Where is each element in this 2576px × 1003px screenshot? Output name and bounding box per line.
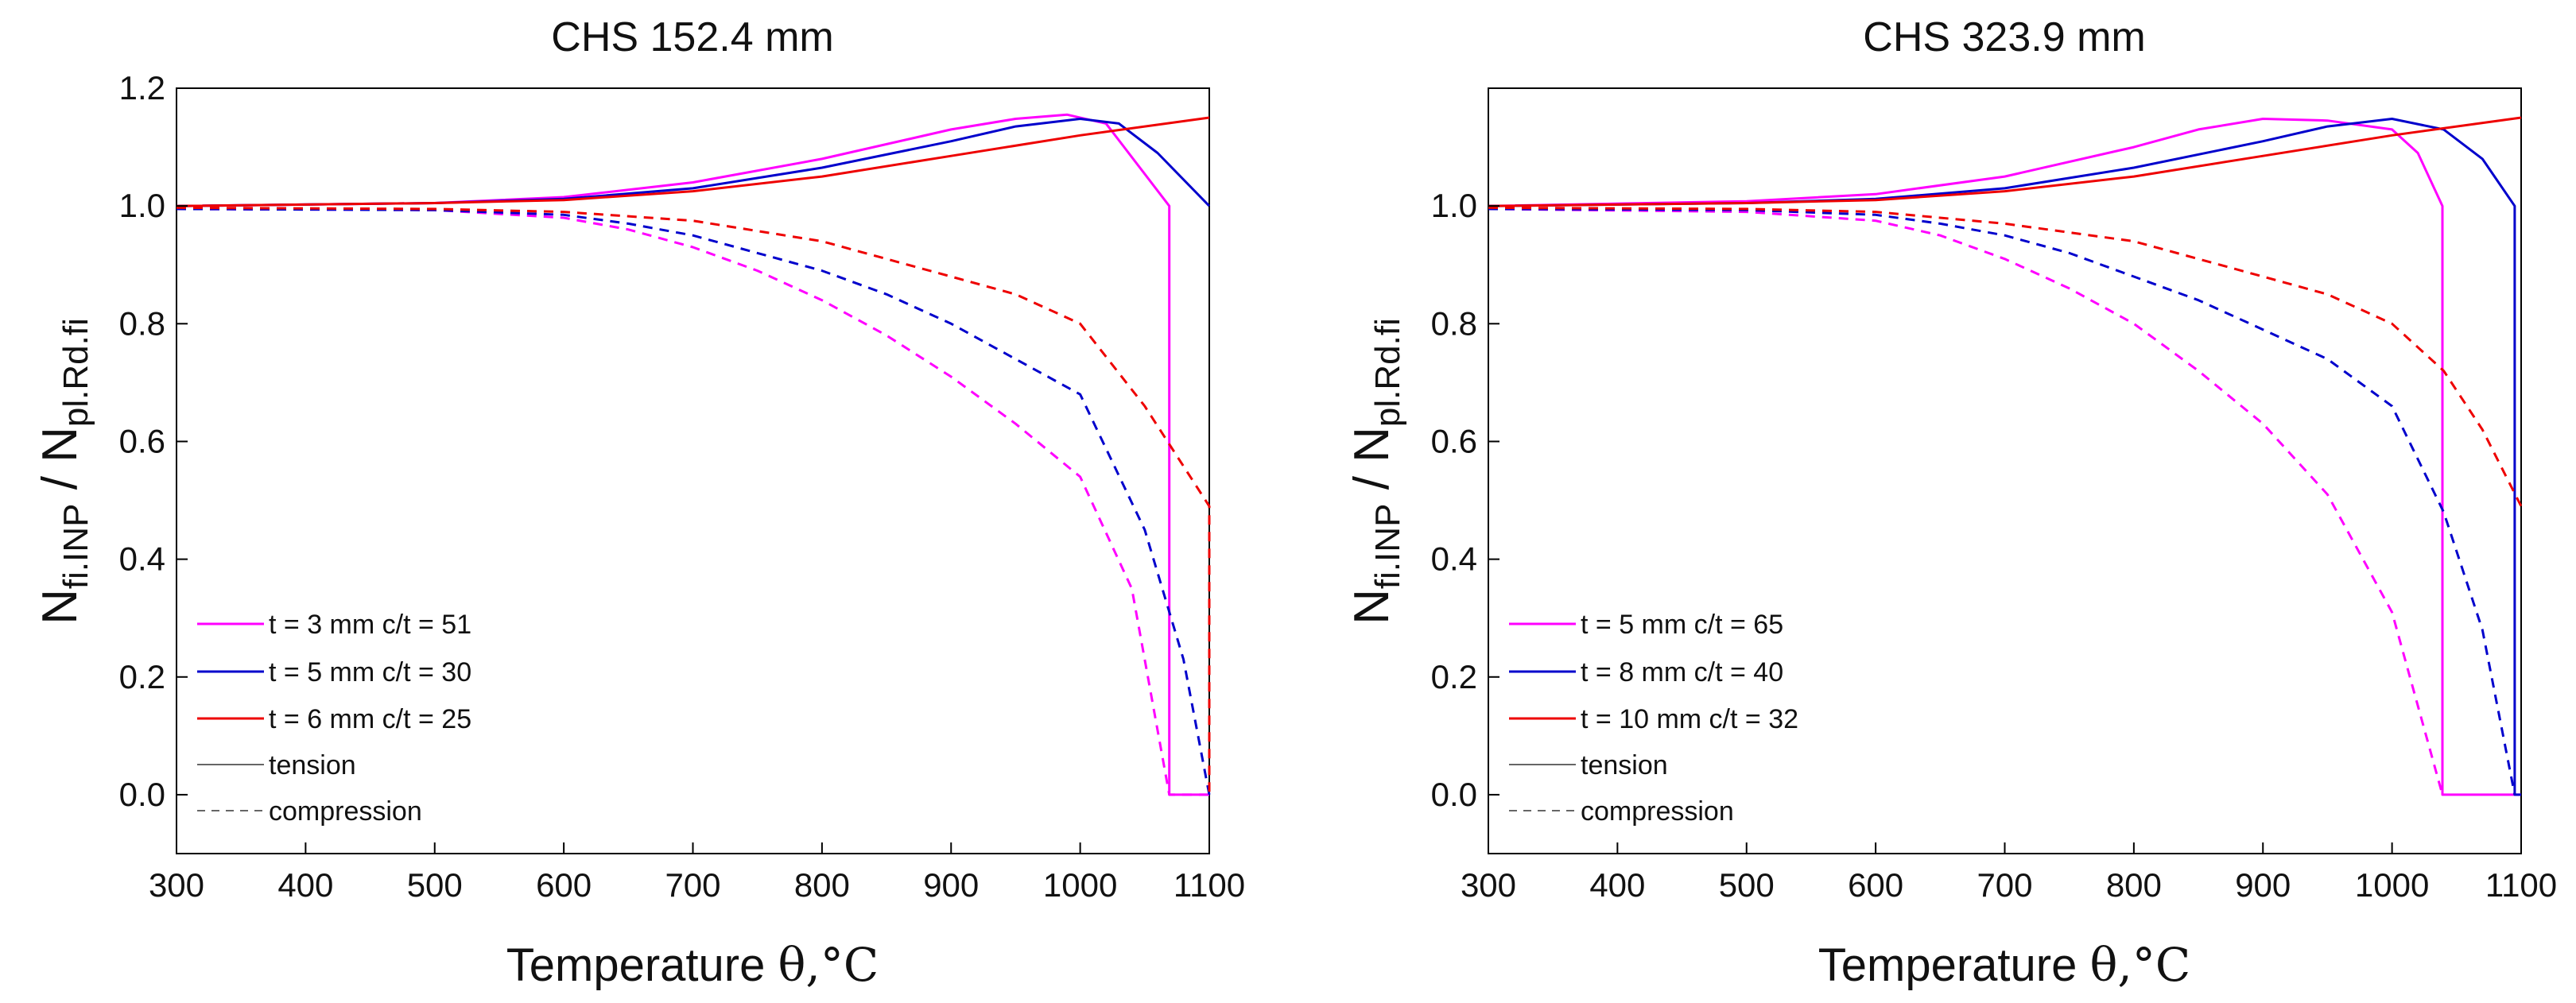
- x-tick-label: 1100: [1174, 866, 1245, 904]
- y-tick-label: 1.2: [119, 69, 165, 106]
- legend-entry-1: t = 5 mm c/t = 65: [1581, 610, 1783, 640]
- x-tick-label: 700: [1977, 866, 2032, 904]
- legend-entry-3: t = 6 mm c/t = 25: [269, 704, 471, 734]
- y-tick-label: 0.8: [1431, 304, 1477, 342]
- x-tick-label: 1000: [2355, 866, 2429, 904]
- chart-left-series: [176, 113, 1211, 796]
- y-tick-label: 1.0: [119, 187, 165, 224]
- chart-right-y-axis-label: Nfi.INP / Npl.Rd.fi: [1344, 318, 1407, 625]
- chart-right: CHS 323.9 mm 300 400 500 600 700 800 900 1000 11…: [1344, 14, 2557, 992]
- y-tick-label: 0.2: [1431, 658, 1477, 695]
- x-tick-label: 300: [1461, 866, 1516, 904]
- chart-left-legend: t = 3 mm c/t = 51 t = 5 mm c/t = 30 t = …: [197, 610, 471, 827]
- x-tick-label: 600: [1848, 866, 1903, 904]
- x-tick-label: 400: [277, 866, 333, 904]
- x-tick-label: 400: [1589, 866, 1645, 904]
- legend-entry-compression: compression: [1581, 796, 1734, 827]
- x-tick-label: 800: [794, 866, 850, 904]
- x-tick-label: 300: [149, 866, 204, 904]
- series-tension-blue: [176, 118, 1211, 207]
- chart-right-ticks: 300 400 500 600 700 800 900 1000 1100 0.0 0.2 0.4 0.…: [1431, 187, 2558, 904]
- chart-left-x-axis-label: Temperature θ,°C: [506, 938, 879, 992]
- x-tick-label: 1100: [2485, 866, 2557, 904]
- x-tick-label: 500: [1719, 866, 1775, 904]
- series-compression-blue: [1488, 207, 2516, 796]
- series-compression-magenta: [176, 207, 1209, 796]
- chart-left-ticks: 300 400 500 600 700 800 900 1000 1100 0.0 0.2 0.4 0.…: [119, 69, 1246, 904]
- y-tick-label: 0.4: [119, 540, 165, 578]
- legend-entry-tension: tension: [269, 750, 356, 780]
- y-tick-label: 1.0: [1431, 187, 1477, 224]
- y-tick-label: 0.0: [1431, 776, 1477, 813]
- series-tension-red: [176, 116, 1210, 207]
- x-tick-label: 1000: [1043, 866, 1117, 904]
- chart-right-series: [1488, 116, 2523, 796]
- series-compression-red: [176, 206, 1211, 795]
- chart-left-y-axis-label: Nfi.INP / Npl.Rd.fi: [33, 318, 95, 625]
- legend-entry-3: t = 10 mm c/t = 32: [1581, 704, 1798, 734]
- legend-entry-tension: tension: [1581, 750, 1668, 780]
- legend-entry-compression: compression: [269, 796, 422, 827]
- legend-entry-2: t = 8 mm c/t = 40: [1581, 657, 1783, 687]
- legend-entry-1: t = 3 mm c/t = 51: [269, 610, 471, 640]
- series-compression-blue: [176, 207, 1211, 796]
- chart-left: CHS 152.4 mm 300 400 500 600 700 800 900 1000 11…: [33, 14, 1245, 992]
- y-tick-label: 0.0: [119, 776, 165, 813]
- chart-right-x-axis-label: Temperature θ,°C: [1818, 938, 2190, 992]
- series-tension-magenta: [176, 113, 1209, 796]
- legend-entry-2: t = 5 mm c/t = 30: [269, 657, 471, 687]
- y-tick-label: 0.4: [1431, 540, 1477, 578]
- x-tick-label: 500: [407, 866, 463, 904]
- x-tick-label: 700: [665, 866, 720, 904]
- series-tension-red: [1488, 116, 2522, 207]
- x-tick-label: 900: [2235, 866, 2291, 904]
- series-tension-blue: [1488, 118, 2521, 796]
- series-tension-magenta: [1488, 118, 2521, 796]
- y-tick-label: 0.2: [119, 658, 165, 695]
- y-tick-label: 0.8: [119, 304, 165, 342]
- chart-left-plot-frame: [176, 87, 1210, 854]
- y-tick-label: 0.6: [1431, 422, 1477, 459]
- chart-right-title: CHS 323.9 mm: [1863, 14, 2145, 60]
- x-tick-label: 600: [536, 866, 592, 904]
- chart-left-title: CHS 152.4 mm: [551, 14, 833, 60]
- series-compression-red: [1488, 206, 2523, 507]
- y-tick-label: 0.6: [119, 422, 165, 459]
- chart-right-legend: t = 5 mm c/t = 65 t = 8 mm c/t = 40 t = …: [1509, 610, 1798, 827]
- x-tick-label: 900: [923, 866, 979, 904]
- x-tick-label: 800: [2106, 866, 2162, 904]
